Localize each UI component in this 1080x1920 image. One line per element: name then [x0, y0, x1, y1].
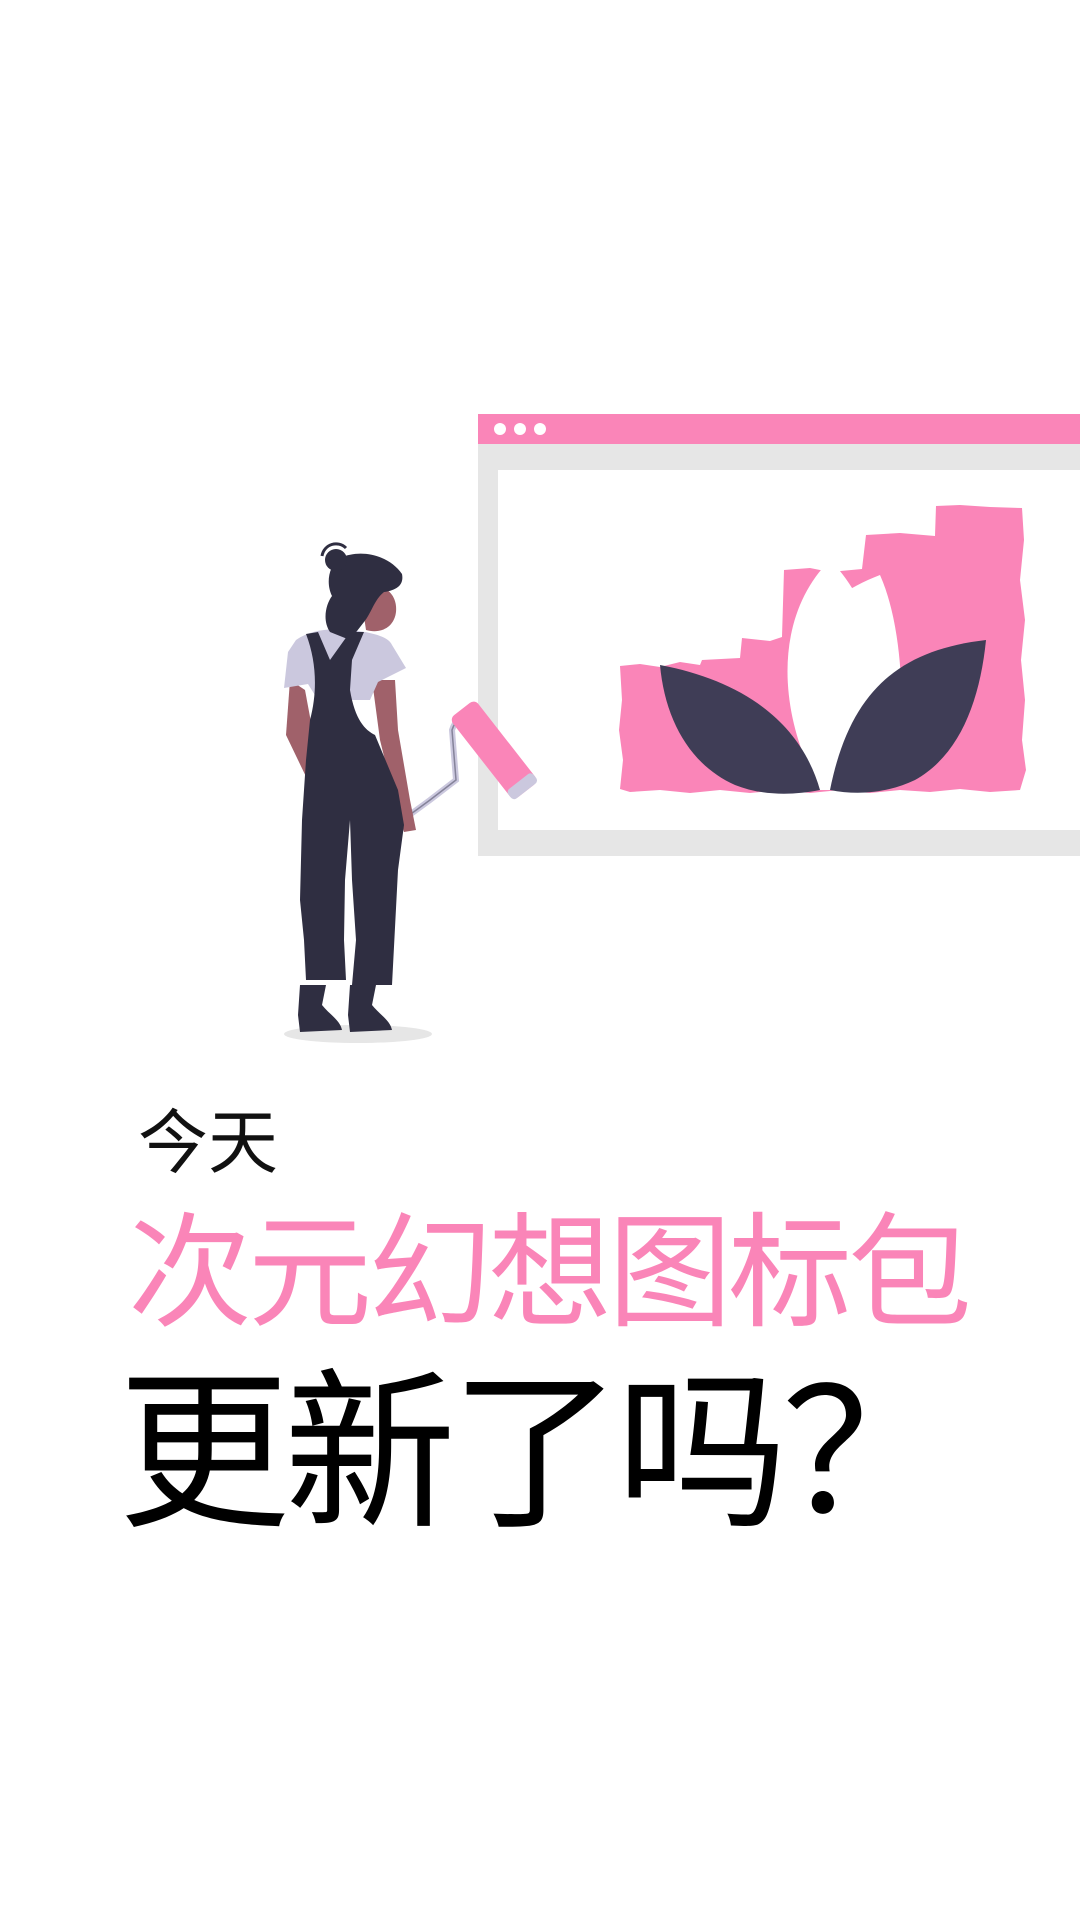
- window-dot-icon: [514, 423, 526, 435]
- hair-bun: [325, 549, 347, 571]
- headline-today: 今天: [138, 1102, 278, 1184]
- browser-window: [478, 414, 1080, 856]
- painter-illustration: [284, 414, 1080, 1043]
- flower-leaf-left: [660, 665, 820, 794]
- flower-leaf-right: [830, 640, 986, 793]
- headline-icon-pack-name: 次元幻想图标包: [128, 1202, 972, 1346]
- arm-right: [372, 680, 416, 832]
- shoe-right: [348, 985, 392, 1032]
- roller-cap: [507, 773, 538, 800]
- window-dot-icon: [534, 423, 546, 435]
- window-titlebar: [478, 414, 1080, 444]
- overalls: [300, 632, 404, 985]
- hair: [325, 553, 403, 640]
- woman-figure: [284, 542, 416, 1032]
- shoe-left: [298, 985, 342, 1032]
- headline-updated-question: 更新了吗？: [118, 1353, 954, 1554]
- hair-curl: [320, 542, 348, 557]
- window-dot-icon: [494, 423, 506, 435]
- roller-cylinder: [451, 701, 537, 799]
